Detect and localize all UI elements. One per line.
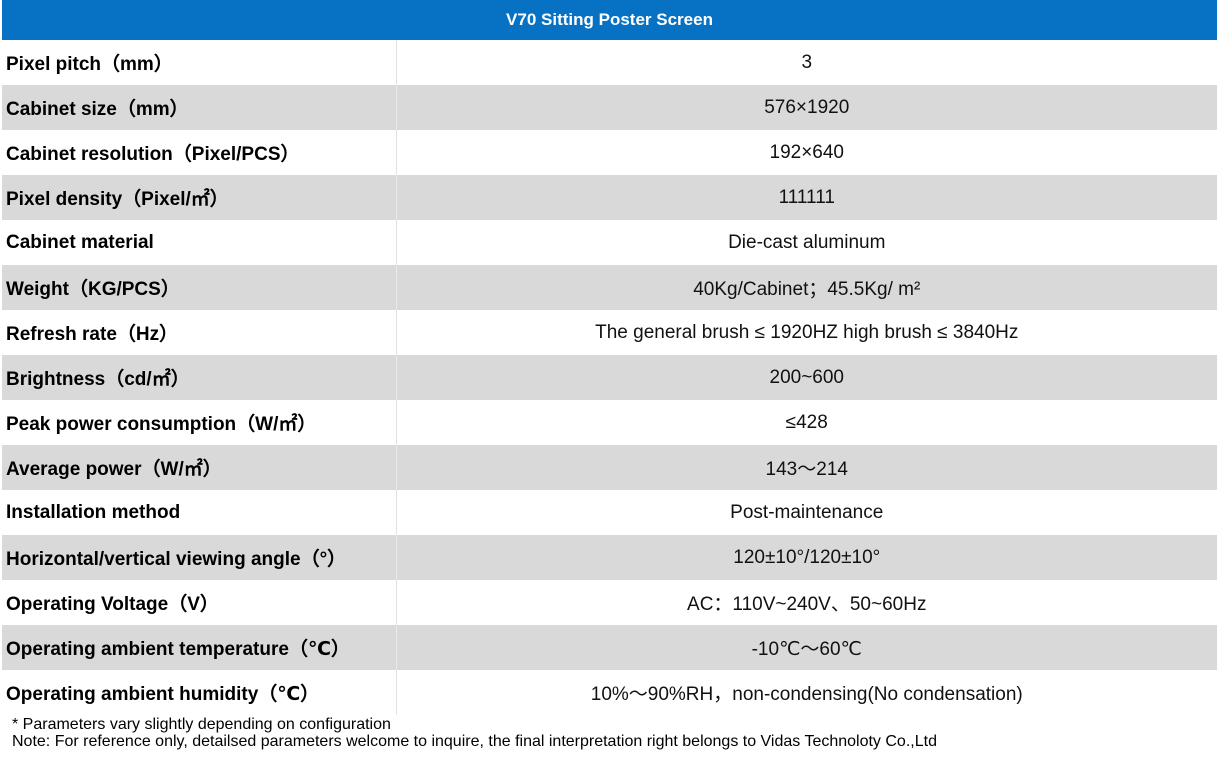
note-disclaimer: Note: For reference only, detailsed para… xyxy=(12,733,937,750)
parameter-value: 120±10°/120±10° xyxy=(396,535,1217,580)
table-row: Cabinet resolution（Pixel/PCS） 192×640 xyxy=(2,130,1217,175)
parameter-value: 40Kg/Cabinet；45.5Kg/ m² xyxy=(396,265,1217,310)
parameter-value: 111111 xyxy=(396,175,1217,220)
parameter-label: Installation method xyxy=(2,490,397,535)
table-row: Refresh rate（Hz） The general brush ≤ 1920… xyxy=(2,310,1217,355)
parameter-label: Horizontal/vertical viewing angle（°） xyxy=(2,535,397,580)
table-row: Operating ambient humidity（℃） 10%～90%RH，n… xyxy=(2,670,1217,715)
parameter-label: Refresh rate（Hz） xyxy=(2,310,397,355)
table-row: Operating ambient temperature（℃） -10℃～60℃ xyxy=(2,625,1217,670)
table-row: Pixel density（Pixel/㎡） 111111 xyxy=(2,175,1217,220)
parameter-value: AC：110V~240V、50~60Hz xyxy=(396,580,1217,625)
table-row: Brightness（cd/㎡） 200~600 xyxy=(2,355,1217,400)
table-row: Installation method Post-maintenance xyxy=(2,490,1217,535)
parameter-label: Operating ambient temperature（℃） xyxy=(2,625,397,670)
spec-table: V70 Sitting Poster Screen Pixel pitch（mm… xyxy=(2,0,1217,715)
parameter-value: 576×1920 xyxy=(396,85,1217,130)
parameter-label: Operating Voltage（V） xyxy=(2,580,397,625)
parameter-label: Weight（KG/PCS） xyxy=(2,265,397,310)
parameter-value: The general brush ≤ 1920HZ high brush ≤ … xyxy=(396,310,1217,355)
parameter-value: 200~600 xyxy=(396,355,1217,400)
note-configuration: * Parameters vary slightly depending on … xyxy=(12,716,391,733)
table-title: V70 Sitting Poster Screen xyxy=(2,0,1217,40)
parameter-label: Pixel density（Pixel/㎡） xyxy=(2,175,397,220)
parameter-label: Cabinet size（mm） xyxy=(2,85,397,130)
table-row: Cabinet size（mm） 576×1920 xyxy=(2,85,1217,130)
parameter-value: 192×640 xyxy=(396,130,1217,175)
parameter-label: Peak power consumption（W/㎡） xyxy=(2,400,397,445)
parameter-label: Average power（W/㎡） xyxy=(2,445,397,490)
table-header-row: V70 Sitting Poster Screen xyxy=(2,0,1217,40)
parameter-label: Pixel pitch（mm） xyxy=(2,40,397,85)
parameter-value: -10℃～60℃ xyxy=(396,625,1217,670)
parameter-label: Cabinet resolution（Pixel/PCS） xyxy=(2,130,397,175)
table-row: Weight（KG/PCS） 40Kg/Cabinet；45.5Kg/ m² xyxy=(2,265,1217,310)
parameter-value: 10%～90%RH，non-condensing(No condensation… xyxy=(396,670,1217,715)
notes: * Parameters vary slightly depending on … xyxy=(12,716,1212,750)
table-row: Average power（W/㎡） 143～214 xyxy=(2,445,1217,490)
parameter-value: 3 xyxy=(396,40,1217,85)
parameter-value: 143～214 xyxy=(396,445,1217,490)
table-body: Pixel pitch（mm） 3 Cabinet size（mm） 576×1920… xyxy=(2,40,1217,715)
parameter-value: Post-maintenance xyxy=(396,490,1217,535)
table-row: Peak power consumption（W/㎡） ≤428 xyxy=(2,400,1217,445)
parameter-label: Cabinet material xyxy=(2,220,397,265)
parameter-value: ≤428 xyxy=(396,400,1217,445)
table-row: Pixel pitch（mm） 3 xyxy=(2,40,1217,85)
parameter-value: Die-cast aluminum xyxy=(396,220,1217,265)
table-row: Horizontal/vertical viewing angle（°） 120±… xyxy=(2,535,1217,580)
parameter-label: Brightness（cd/㎡） xyxy=(2,355,397,400)
table-row: Operating Voltage（V） AC：110V~240V、50~60Hz xyxy=(2,580,1217,625)
parameter-label: Operating ambient humidity（℃） xyxy=(2,670,397,715)
table-row: Cabinet material Die-cast aluminum xyxy=(2,220,1217,265)
